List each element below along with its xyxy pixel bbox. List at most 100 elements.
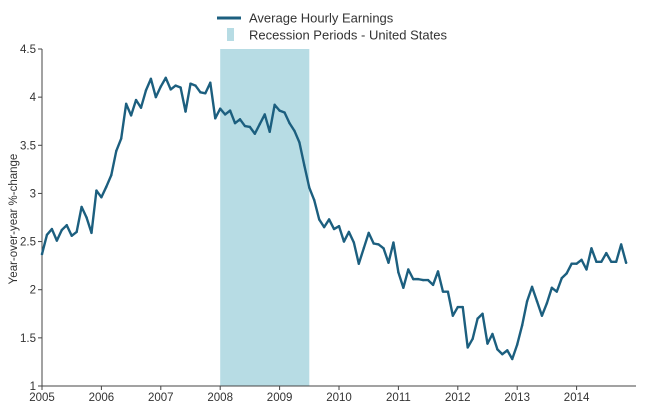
data-point bbox=[273, 103, 276, 107]
data-point bbox=[362, 247, 365, 250]
data-point bbox=[402, 286, 405, 289]
data-point bbox=[327, 218, 331, 221]
data-point bbox=[610, 260, 613, 263]
data-point bbox=[115, 149, 118, 153]
data-point bbox=[525, 300, 529, 303]
data-point bbox=[303, 164, 306, 167]
data-point bbox=[50, 227, 54, 231]
data-point bbox=[590, 247, 593, 250]
data-point bbox=[214, 117, 217, 120]
data-point bbox=[496, 348, 499, 351]
y-tick-label: 3 bbox=[30, 188, 36, 200]
data-point bbox=[352, 241, 356, 244]
data-point bbox=[347, 230, 351, 234]
data-point bbox=[55, 239, 59, 242]
data-point bbox=[258, 122, 261, 126]
data-point bbox=[100, 196, 103, 199]
data-point bbox=[466, 346, 469, 349]
data-point bbox=[471, 337, 474, 341]
data-point bbox=[253, 132, 257, 135]
data-point bbox=[204, 92, 207, 95]
y-axis-ticks: 1 1.5 2 2.5 3 3.5 4 4.5 bbox=[20, 44, 42, 393]
data-point bbox=[392, 241, 395, 244]
data-point bbox=[75, 230, 78, 234]
data-point bbox=[520, 324, 524, 327]
data-point bbox=[322, 225, 326, 229]
data-point bbox=[342, 240, 346, 243]
x-axis-ticks: 2005 2006 2007 2008 2009 2010 2011 2012 2013 2014 bbox=[29, 386, 590, 404]
data-point bbox=[124, 102, 128, 106]
data-point bbox=[382, 247, 385, 250]
data-point bbox=[530, 285, 534, 289]
data-point bbox=[268, 130, 271, 134]
data-point bbox=[431, 283, 435, 287]
data-point bbox=[421, 278, 425, 282]
data-point bbox=[169, 88, 172, 91]
x-tick-label: 2007 bbox=[148, 392, 174, 404]
data-point bbox=[516, 343, 519, 346]
data-point bbox=[486, 342, 489, 345]
data-point bbox=[85, 216, 88, 219]
x-tick-label: 2011 bbox=[386, 392, 411, 404]
data-point bbox=[412, 277, 415, 281]
data-point bbox=[243, 124, 247, 128]
data-point bbox=[407, 268, 410, 271]
data-point bbox=[580, 258, 583, 262]
plot-area: 1 1.5 2 2.5 3 3.5 4 4.5 2005 2006 2007 2008 2009 201… bbox=[20, 44, 636, 404]
y-tick-label: 3.5 bbox=[20, 140, 36, 152]
data-point bbox=[209, 81, 212, 84]
x-tick-label: 2012 bbox=[445, 392, 471, 404]
data-point bbox=[194, 84, 197, 87]
data-point bbox=[293, 129, 296, 133]
data-point bbox=[619, 243, 623, 246]
data-point bbox=[134, 98, 138, 102]
data-point bbox=[184, 110, 187, 113]
data-point bbox=[65, 224, 68, 227]
data-point bbox=[199, 91, 202, 94]
data-point bbox=[605, 251, 608, 255]
data-point bbox=[481, 312, 484, 315]
data-point bbox=[456, 305, 459, 309]
y-tick-label: 1 bbox=[30, 381, 36, 393]
data-point bbox=[139, 106, 143, 109]
data-point bbox=[298, 141, 301, 144]
data-point bbox=[372, 242, 375, 245]
data-point bbox=[159, 85, 162, 88]
data-point bbox=[535, 300, 539, 303]
data-point bbox=[149, 77, 153, 81]
data-point bbox=[288, 121, 291, 125]
data-point bbox=[585, 268, 588, 271]
data-point bbox=[144, 89, 148, 92]
series-line-average-hourly-earnings bbox=[40, 76, 628, 361]
data-point bbox=[223, 113, 227, 116]
y-tick-label: 4.5 bbox=[20, 44, 36, 56]
data-point bbox=[105, 185, 108, 188]
data-point bbox=[70, 234, 73, 237]
data-point bbox=[164, 76, 167, 80]
data-point bbox=[441, 290, 445, 293]
data-point bbox=[560, 276, 563, 280]
data-point bbox=[174, 84, 177, 87]
data-point bbox=[90, 231, 93, 235]
data-point bbox=[491, 332, 494, 336]
data-point bbox=[417, 277, 420, 281]
data-point bbox=[436, 270, 440, 273]
legend-line-label: Average Hourly Earnings bbox=[249, 11, 394, 26]
data-point bbox=[615, 260, 618, 263]
y-tick-label: 2.5 bbox=[20, 237, 36, 249]
x-tick-label: 2005 bbox=[29, 392, 55, 404]
data-point bbox=[95, 189, 98, 192]
data-point bbox=[550, 286, 554, 289]
data-point bbox=[283, 111, 286, 114]
data-point bbox=[506, 349, 509, 352]
data-point bbox=[476, 317, 479, 320]
data-point bbox=[219, 107, 222, 110]
data-point bbox=[545, 301, 549, 305]
data-point bbox=[80, 205, 83, 209]
x-tick-label: 2013 bbox=[504, 392, 530, 404]
data-point bbox=[377, 243, 380, 246]
x-tick-label: 2009 bbox=[267, 392, 293, 404]
data-point bbox=[179, 86, 182, 89]
data-point bbox=[461, 305, 464, 309]
